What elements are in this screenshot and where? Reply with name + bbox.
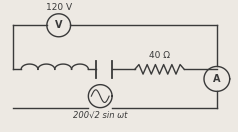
Text: 120 V: 120 V [46, 3, 72, 12]
Text: V: V [55, 20, 62, 30]
Text: A: A [213, 74, 221, 84]
Text: 40 Ω: 40 Ω [149, 51, 170, 60]
Text: 200√2 sin ωt: 200√2 sin ωt [73, 110, 127, 119]
